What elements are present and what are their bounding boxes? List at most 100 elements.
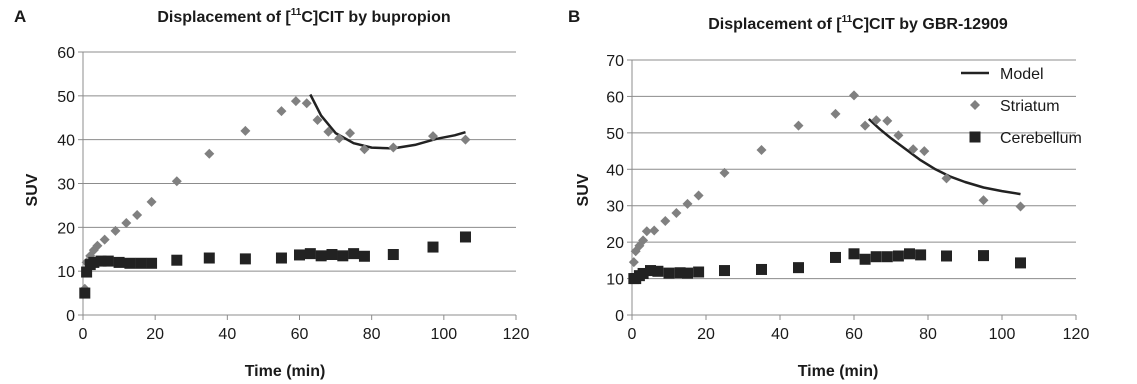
striatum-point [882, 115, 893, 126]
striatum-point [359, 144, 370, 155]
axes [627, 59, 1077, 320]
legend-item: Striatum [970, 98, 1060, 115]
striatum-point [99, 234, 110, 245]
cerebellum-point [102, 255, 114, 267]
cerebellum-point [203, 252, 215, 264]
cerebellum-point [892, 250, 904, 262]
x-tick-labels: 0 20 40 60 80 100 120 [79, 326, 530, 343]
y-tick-label: 50 [606, 126, 624, 143]
cerebellum-point [904, 248, 915, 260]
cerebellum-point [682, 267, 693, 279]
panel-a-chart: A Displacement of [11C]CIT by bupropion … [14, 7, 529, 380]
cerebellum-point [756, 263, 767, 275]
legend: Model Striatum Cerebellum [961, 66, 1082, 147]
y-tick-label: 0 [66, 308, 75, 325]
striatum-point [978, 195, 989, 206]
cerebellum-point [113, 256, 125, 268]
legend-item: Model [961, 66, 1044, 83]
y-tick-label: 30 [57, 177, 75, 194]
striatum-point [301, 98, 312, 109]
striatum-point [919, 146, 930, 157]
gridlines [83, 51, 516, 272]
striatum-point [641, 226, 652, 237]
cerebellum-point [88, 256, 100, 268]
striatum-point [312, 114, 323, 125]
striatum-point [682, 198, 693, 209]
y-tick-label: 60 [57, 45, 75, 62]
x-tick-labels: 0 20 40 60 80 100 120 [628, 326, 1090, 343]
cerebellum-point [652, 265, 664, 277]
cerebellum-point [79, 287, 91, 299]
cerebellum-point [358, 250, 370, 262]
x-tick-label: 60 [845, 326, 863, 343]
cerebellum-point [674, 267, 686, 279]
cerebellum-point [645, 265, 656, 277]
y-axis-label: SUV [24, 173, 41, 206]
x-tick-label: 40 [218, 326, 236, 343]
x-tick-label: 20 [697, 326, 715, 343]
legend-label: Cerebellum [1000, 130, 1082, 147]
x-tick-label: 80 [919, 326, 937, 343]
cerebellum-point [81, 266, 93, 278]
cerebellum-point [693, 266, 705, 278]
cerebellum-point [124, 257, 136, 269]
striatum-point [345, 128, 356, 139]
x-tick-label: 0 [79, 326, 88, 343]
striatum-point [132, 210, 143, 221]
striatum-point [92, 240, 103, 251]
legend-label: Model [1000, 66, 1044, 83]
x-tick-label: 40 [771, 326, 789, 343]
striatum-point [171, 176, 182, 187]
striatum-point [830, 108, 841, 119]
striatum-point [460, 134, 471, 145]
striatum-point [334, 133, 345, 144]
cerebellum-point [146, 257, 158, 269]
x-tick-label: 80 [363, 326, 381, 343]
striatum-point [649, 225, 660, 236]
cerebellum-point [304, 248, 316, 260]
striatum-point [893, 130, 904, 141]
panel-letter: A [14, 7, 26, 26]
y-tick-label: 70 [606, 53, 624, 70]
y-tick-label: 20 [57, 220, 75, 237]
cerebellum-point [135, 257, 147, 269]
cerebellum-point [637, 267, 649, 279]
striatum-point [849, 90, 859, 101]
y-tick-label: 10 [606, 272, 624, 289]
y-axis-label: SUV [575, 173, 592, 206]
cerebellum-point [881, 251, 893, 263]
cerebellum-point [1015, 257, 1026, 269]
plot-marks [628, 90, 1026, 285]
cerebellum-point [337, 250, 349, 262]
striatum-point [428, 131, 439, 142]
striatum-point [388, 142, 399, 153]
striatum-point [204, 148, 215, 159]
striatum-point [660, 216, 671, 227]
striatum-point [290, 96, 301, 107]
cerebellum-point [315, 250, 327, 262]
striatum-point [628, 257, 639, 268]
striatum-point [638, 235, 649, 246]
panel-letter: B [568, 7, 580, 26]
cerebellum-point [275, 252, 287, 264]
x-axis-label: Time (min) [245, 363, 326, 380]
y-tick-label: 30 [606, 199, 624, 216]
y-tick-label: 40 [606, 162, 624, 179]
x-tick-label: 100 [989, 326, 1016, 343]
striatum-point [146, 196, 157, 207]
cerebellum-point [387, 249, 399, 261]
legend-swatch [970, 100, 980, 110]
striatum-point [1015, 201, 1026, 212]
y-tick-label: 10 [57, 264, 75, 281]
cerebellum-point [294, 249, 305, 261]
striatum-point [693, 190, 704, 201]
x-tick-label: 100 [430, 326, 457, 343]
x-tick-label: 120 [1063, 326, 1090, 343]
striatum-point [908, 144, 919, 155]
cerebellum-point [326, 249, 338, 261]
model-model-curve [309, 93, 466, 150]
cerebellum-point [793, 262, 804, 274]
cerebellum-point [870, 251, 882, 263]
y-tick-label: 0 [615, 308, 624, 325]
